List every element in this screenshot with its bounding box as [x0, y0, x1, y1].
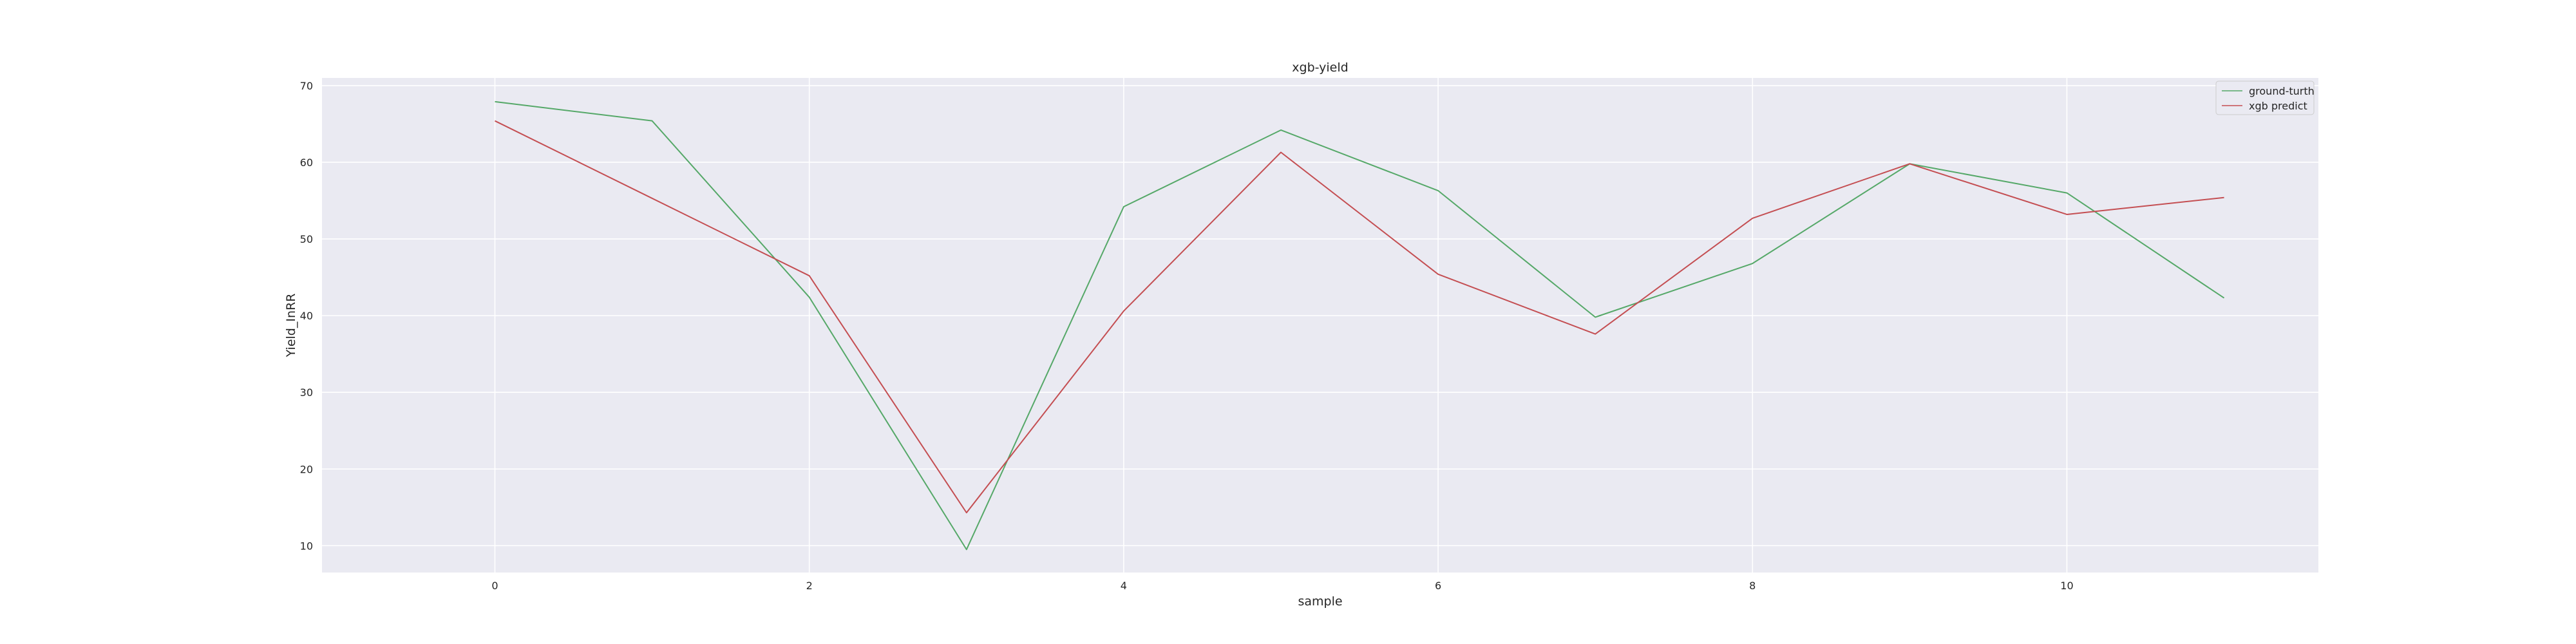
x-tick-label: 4 — [1121, 580, 1127, 592]
x-tick-label: 2 — [806, 580, 813, 592]
legend: ground-turth xgb predict — [2215, 80, 2315, 115]
series-line-ground-turth — [495, 100, 2225, 551]
plot-background — [322, 78, 2318, 573]
series-line-xgb-predict — [495, 120, 2224, 514]
legend-label-xgb-predict: xgb predict — [2249, 100, 2307, 112]
chart-title: xgb-yield — [1292, 61, 1348, 75]
y-tick-label: 30 — [300, 386, 313, 399]
y-axis-label: Yield_InRR — [284, 294, 298, 358]
y-tick-labels: 10 20 30 40 50 60 70 — [300, 80, 313, 552]
grid-lines — [322, 78, 2318, 573]
x-tick-label: 6 — [1435, 580, 1441, 592]
y-tick-label: 10 — [300, 540, 313, 552]
y-tick-label: 40 — [300, 310, 313, 322]
y-tick-label: 70 — [300, 80, 313, 92]
x-tick-label: 10 — [2060, 580, 2073, 592]
legend-label-ground-turth: ground-turth — [2249, 85, 2315, 97]
x-tick-label: 8 — [1749, 580, 1756, 592]
legend-box — [2215, 80, 2315, 115]
y-tick-label: 60 — [300, 156, 313, 169]
y-tick-label: 20 — [300, 463, 313, 475]
series-lines — [495, 100, 2225, 551]
x-tick-labels: 0 2 4 6 8 10 — [491, 580, 2073, 592]
y-tick-label: 50 — [300, 233, 313, 245]
x-tick-label: 0 — [491, 580, 498, 592]
x-axis-label: sample — [1298, 594, 1342, 609]
